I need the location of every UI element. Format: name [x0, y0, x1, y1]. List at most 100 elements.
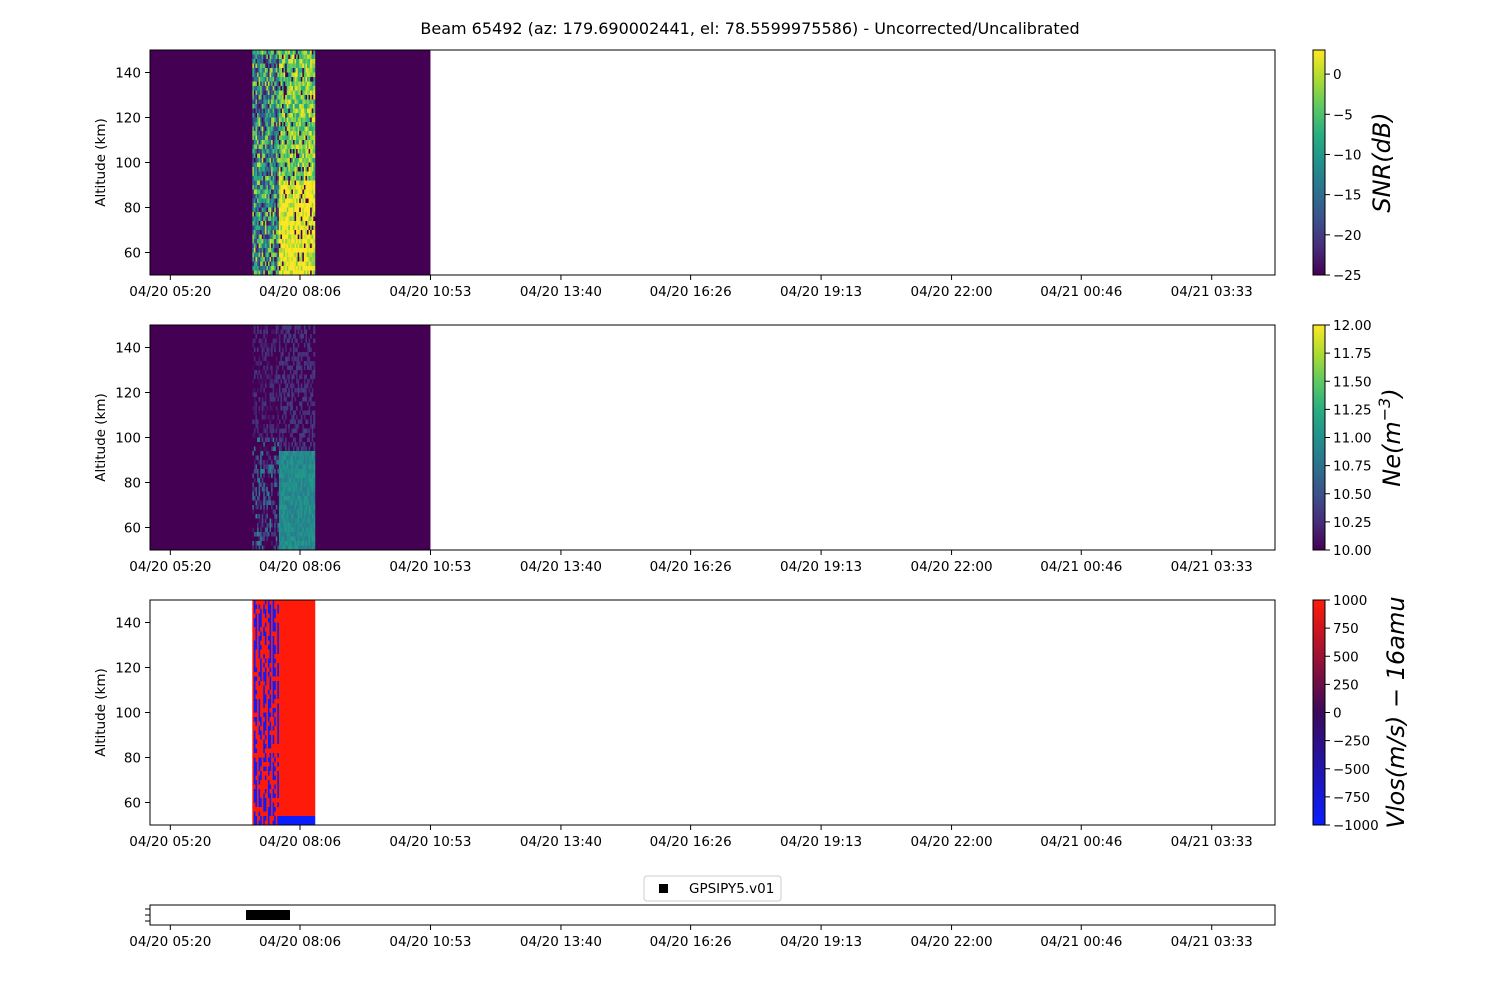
heatmap-cell — [272, 212, 275, 217]
heatmap-cell — [263, 397, 266, 402]
ne-heatmap — [150, 325, 431, 551]
heatmap-cell — [299, 95, 302, 100]
heatmap-cell — [275, 618, 278, 623]
heatmap-cell — [311, 149, 314, 154]
heatmap-cell — [307, 212, 309, 217]
heatmap-cell — [257, 54, 259, 60]
heatmap-cell — [269, 721, 272, 727]
heatmap-cell — [307, 478, 309, 483]
heatmap-cell — [307, 234, 309, 240]
heatmap-cell — [267, 180, 270, 186]
heatmap-cell — [288, 68, 291, 73]
heatmap-cell — [311, 415, 314, 420]
heatmap-cell — [255, 243, 258, 249]
heatmap-cell — [283, 428, 286, 434]
heatmap-cell — [292, 460, 295, 465]
heatmap-cell — [264, 658, 267, 664]
heatmap-cell — [266, 518, 269, 524]
heatmap-cell — [264, 243, 267, 249]
heatmap-cell — [255, 744, 258, 749]
heatmap-cell — [271, 712, 274, 718]
heatmap-cell — [278, 397, 281, 402]
heatmap-cell — [311, 77, 314, 82]
heatmap-cell — [266, 108, 269, 114]
heatmap-cell — [291, 383, 294, 389]
heatmap-cell — [307, 99, 309, 105]
heatmap-cell — [303, 374, 306, 380]
heatmap-cell — [257, 789, 259, 794]
heatmap-cell — [274, 487, 277, 492]
heatmap-cell — [261, 613, 264, 619]
heatmap-cell — [267, 735, 270, 740]
heatmap-cell — [297, 248, 300, 253]
heatmap-cell — [275, 640, 278, 646]
heatmap-cell — [296, 325, 299, 330]
heatmap-cell — [305, 144, 308, 150]
heatmap-cell — [280, 374, 283, 380]
heatmap-cell — [271, 122, 274, 127]
heatmap-cell — [278, 370, 281, 375]
heatmap-cell — [311, 252, 314, 258]
heatmap-cell — [292, 505, 295, 510]
heatmap-cell — [271, 176, 274, 181]
heatmap-cell — [292, 365, 295, 371]
heatmap-cell — [253, 766, 256, 772]
heatmap-cell — [263, 86, 266, 91]
heatmap-cell — [286, 185, 289, 190]
heatmap-cell — [280, 347, 283, 353]
heatmap-cell — [252, 356, 255, 362]
heatmap-cell — [255, 708, 258, 713]
heatmap-cell — [288, 243, 291, 249]
heatmap-cell — [277, 176, 280, 181]
heatmap-cell — [307, 144, 309, 150]
heatmap-cell — [260, 171, 263, 177]
heatmap-cell — [291, 198, 294, 204]
heatmap-cell — [272, 356, 275, 362]
heatmap-cell — [294, 257, 297, 262]
xtick-label: 04/20 22:00 — [911, 559, 993, 575]
heatmap-cell — [264, 811, 267, 817]
heatmap-cell — [307, 334, 309, 339]
heatmap-cell — [261, 162, 264, 168]
heatmap-cell — [274, 532, 277, 537]
heatmap-cell — [269, 198, 272, 204]
heatmap-cell — [302, 189, 305, 195]
heatmap-cell — [255, 77, 258, 82]
heatmap-cell — [294, 59, 297, 64]
heatmap-cell — [252, 775, 255, 781]
heatmap-cell — [277, 527, 280, 533]
heatmap-cell — [283, 144, 286, 150]
heatmap-cell — [272, 744, 275, 749]
heatmap-cell — [311, 496, 314, 501]
heatmap-cell — [266, 140, 269, 145]
heatmap-cell — [269, 739, 272, 745]
ne-colorbar — [1312, 324, 1326, 551]
heatmap-cell — [267, 167, 270, 172]
heatmap-cell — [311, 347, 314, 353]
heatmap-cell — [258, 798, 261, 803]
heatmap-cell — [274, 762, 277, 767]
heatmap-cell — [277, 478, 280, 483]
heatmap-cell — [263, 482, 266, 488]
heatmap-cell — [266, 406, 269, 411]
heatmap-cell — [264, 766, 267, 772]
heatmap-cell — [258, 194, 261, 199]
heatmap-cell — [299, 325, 302, 330]
heatmap-cell — [258, 198, 261, 204]
heatmap-cell — [297, 451, 300, 456]
heatmap-cell — [266, 780, 269, 785]
heatmap-cell — [283, 482, 286, 488]
heatmap-cell — [303, 171, 306, 177]
heatmap-cell — [300, 167, 303, 172]
heatmap-cell — [313, 334, 316, 339]
heatmap-cell — [275, 108, 278, 114]
heatmap-cell — [277, 505, 280, 510]
heatmap-cell — [289, 50, 292, 55]
heatmap-cell — [275, 460, 278, 465]
heatmap-cell — [302, 325, 305, 330]
heatmap-cell — [313, 140, 316, 145]
heatmap-cell — [289, 234, 292, 240]
heatmap-cell — [305, 370, 308, 375]
heatmap-cell — [305, 99, 308, 105]
heatmap-cell — [269, 144, 272, 150]
